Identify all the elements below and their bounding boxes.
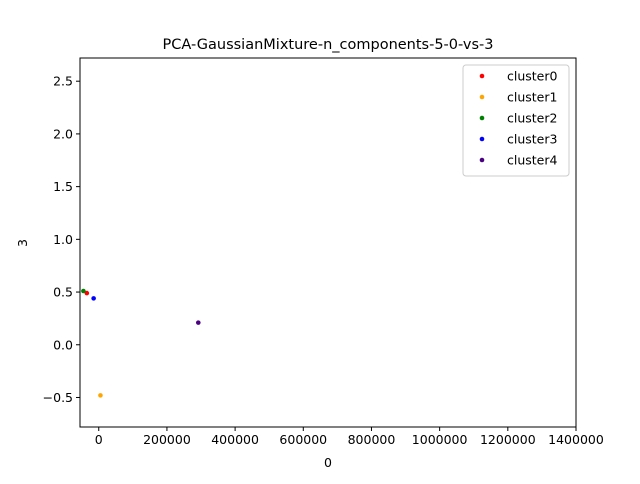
data-point-cluster1 [98, 393, 103, 398]
legend-label-cluster2: cluster2 [507, 111, 557, 126]
x-tick-label: 1000000 [412, 432, 468, 447]
y-tick-label: 2.5 [53, 74, 73, 89]
x-tick-label: 1400000 [548, 432, 604, 447]
legend-marker-cluster2 [479, 115, 485, 121]
legend-label-cluster3: cluster3 [507, 132, 557, 147]
y-tick-label: 0.0 [53, 337, 73, 352]
plot-area: 0 200000 400000 600000 800000 1000000 1200000 1… [43, 57, 604, 447]
axes-frame [79, 57, 577, 428]
y-tick-label: 1.0 [53, 232, 73, 247]
x-axis-label: 0 [324, 455, 332, 470]
data-point-cluster4 [195, 320, 201, 325]
x-tick-label: 400000 [211, 432, 259, 447]
y-axis-label: 3 [15, 239, 30, 247]
legend-box [462, 64, 570, 177]
data-point-cluster3 [91, 296, 96, 301]
legend-marker-cluster3 [479, 136, 485, 142]
data-point-cluster0 [84, 290, 90, 296]
y-tick-label: 2.0 [53, 126, 73, 141]
x-tick-label: 600000 [279, 432, 327, 447]
legend-marker-cluster1 [479, 94, 485, 100]
y-tick-label: 1.5 [53, 179, 73, 194]
y-tick-label: −0.5 [43, 390, 73, 405]
legend-label-cluster4: cluster4 [507, 153, 558, 168]
legend-marker-cluster4 [479, 157, 485, 163]
legend-label-cluster0: cluster0 [507, 69, 558, 84]
x-tick-label: 200000 [143, 432, 191, 447]
chart-title: PCA-GaussianMixture-n_components-5-0-vs-… [163, 37, 494, 53]
x-tick-label: 0 [95, 432, 103, 447]
y-tick-label: 0.5 [53, 285, 73, 300]
x-tick-label: 800000 [348, 432, 396, 447]
x-tick-label: 1200000 [480, 432, 536, 447]
legend-marker-cluster0 [479, 73, 485, 79]
legend-label-cluster1: cluster1 [507, 90, 557, 105]
data-point-cluster2 [81, 288, 86, 294]
